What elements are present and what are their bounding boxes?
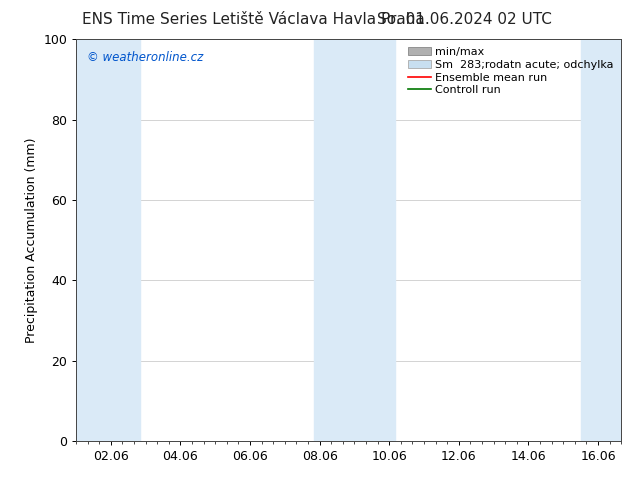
Legend: min/max, Sm  283;rodatn acute; odchylka, Ensemble mean run, Controll run: min/max, Sm 283;rodatn acute; odchylka, … (406, 45, 616, 98)
Y-axis label: Precipitation Accumulation (mm): Precipitation Accumulation (mm) (25, 137, 37, 343)
Bar (581, 39, 621, 441)
Text: So. 01.06.2024 02 UTC: So. 01.06.2024 02 UTC (377, 12, 552, 27)
Text: © weatheronline.cz: © weatheronline.cz (87, 51, 204, 64)
Bar (314, 39, 395, 441)
Text: ENS Time Series Letiště Václava Havla Praha: ENS Time Series Letiště Václava Havla Pr… (82, 12, 425, 27)
Bar (76, 39, 139, 441)
